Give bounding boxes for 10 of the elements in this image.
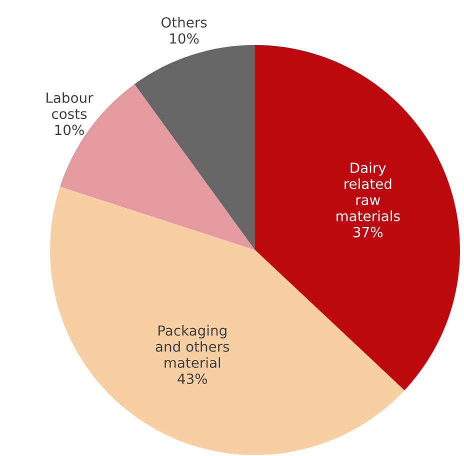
slice-label: Packaging and others material [156,325,230,368]
data-label: 43% [178,374,208,384]
data-label: 10% [55,124,84,136]
data-label: 10% [170,33,199,44]
pie-slice [134,45,255,250]
data-label: 37% [354,226,383,238]
slice-label: Others [161,16,207,28]
slice-label: Labour costs [46,92,94,120]
pie-slice [255,45,460,390]
slice-label: Dairy related raw materials [336,162,400,222]
